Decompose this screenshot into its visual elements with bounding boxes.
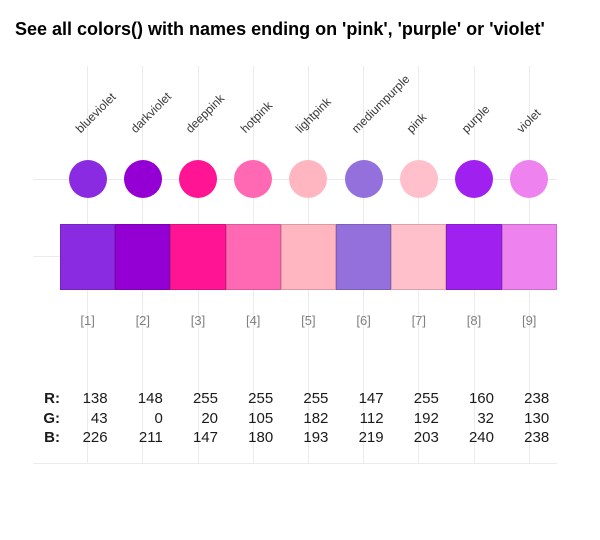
color-name-label: hotpink [237,98,276,136]
color-name-label: darkviolet [127,89,174,136]
rgb-value: 182 [303,409,329,427]
rgb-value: 147 [358,390,384,407]
rgb-value: 240 [468,429,494,446]
color-name-label: blueviolet [72,89,119,136]
swatch-index-label: [1] [80,313,95,328]
color-name-label: deeppink [182,91,228,136]
rgb-value: 0 [154,409,163,427]
color-dot [234,160,273,198]
color-swatch-rect [60,224,116,290]
color-name-label: mediumpurple [348,72,413,136]
color-dot [399,160,438,198]
swatch-index-label: [2] [135,313,151,328]
swatch-index-label: [8] [466,313,482,328]
rgb-value: 193 [303,429,329,446]
rgb-value: 112 [359,409,384,427]
rgb-value: 238 [524,390,550,407]
color-dot [289,160,328,198]
color-swatch-rect [391,224,447,290]
rgb-value: 255 [192,390,218,407]
rgb-value: 192 [413,409,439,427]
swatch-index-label: [5] [301,313,316,328]
rgb-value: 255 [303,390,329,407]
swatch-index-label: [4] [245,313,261,328]
color-swatch-rect [501,224,557,290]
color-dot [179,160,217,198]
color-swatch-rect [336,224,392,290]
rgb-row-label: B: [44,429,60,446]
color-dot [344,160,383,198]
rgb-value: 226 [82,429,108,446]
rgb-value: 211 [138,429,163,446]
swatch-index-label: [7] [411,313,427,328]
color-name-label: lightpink [293,94,335,136]
rgb-value: 219 [358,429,384,446]
rgb-value: 105 [248,409,274,427]
rgb-value: 160 [468,390,494,407]
rgb-value: 138 [82,390,108,407]
color-swatch-rect [170,224,226,290]
rgb-value: 180 [248,429,274,446]
color-swatch-rect [115,224,171,290]
rgb-value: 255 [248,390,274,407]
color-dot [68,160,107,198]
color-dot [510,160,549,198]
rgb-value: 203 [413,429,439,446]
h-gridline [33,462,557,464]
swatch-index-label: [9] [521,313,537,328]
rgb-row-label: R: [44,390,60,407]
swatch-index-label: [3] [190,313,206,328]
rgb-value: 43 [90,409,108,427]
swatch-index-label: [6] [356,313,371,328]
rgb-value: 130 [524,409,550,427]
color-swatch-rect [446,224,502,290]
color-swatch-rect [225,224,281,290]
color-dot [123,160,162,198]
color-dot [455,160,493,198]
rgb-value: 148 [137,390,163,407]
rgb-value: 255 [413,390,439,407]
rgb-value: 147 [192,429,218,446]
rgb-value: 20 [201,409,218,427]
plot-title: See all colors() with names ending on 'p… [15,19,545,39]
rgb-row-label: G: [43,409,60,427]
rgb-value: 32 [477,409,494,427]
color-name-label: purple [458,102,493,136]
color-swatch-rect [280,224,336,290]
rgb-value: 238 [524,429,550,446]
color-name-label: pink [403,110,430,136]
